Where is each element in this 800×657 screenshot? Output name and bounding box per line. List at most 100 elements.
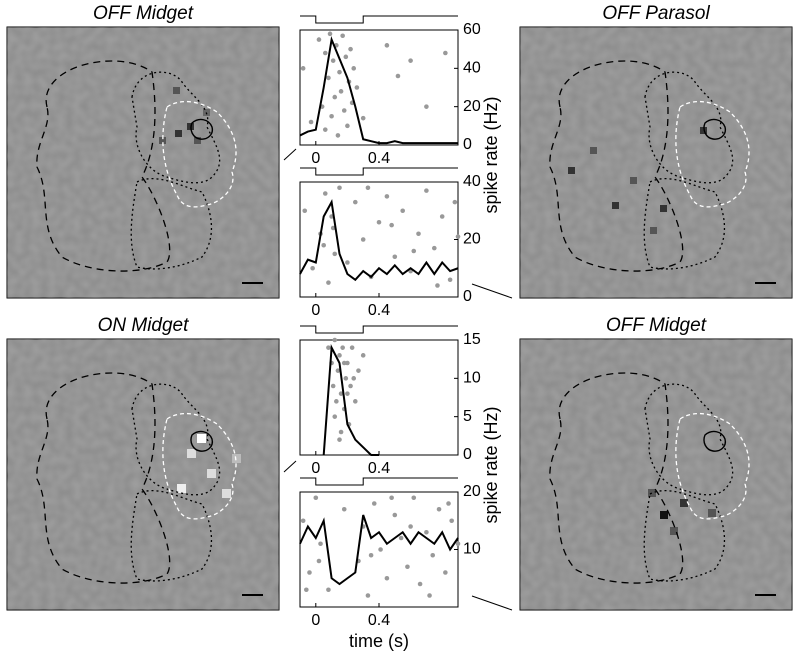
plot-frame (299, 181, 459, 298)
spike (343, 376, 349, 381)
spike (322, 50, 328, 56)
spike (408, 524, 413, 529)
spike (447, 277, 453, 283)
spike (389, 495, 394, 501)
spike (348, 383, 353, 389)
spike (439, 214, 445, 219)
y-tick-label: 0 (463, 136, 472, 153)
y-tick-label: 15 (463, 331, 481, 348)
spike (316, 37, 322, 42)
spike (356, 368, 361, 373)
spike (338, 391, 344, 396)
spike (400, 208, 406, 214)
y-tick-label: 10 (463, 541, 481, 558)
spike (322, 191, 328, 196)
x-tick-label: 0 (311, 150, 320, 167)
spike (335, 133, 341, 138)
spike (313, 495, 319, 501)
plot-frame (299, 29, 459, 146)
spike (316, 558, 322, 564)
spike (443, 570, 448, 575)
spike (326, 280, 331, 285)
panel-noise (7, 27, 279, 298)
y-tick-label: 60 (463, 21, 481, 38)
spike (443, 50, 448, 56)
spike (416, 231, 421, 237)
spike (424, 529, 429, 535)
spike (326, 75, 331, 81)
x-tick-label: 0 (311, 460, 320, 477)
y-tick-label: 20 (463, 98, 481, 115)
spike (435, 283, 440, 288)
spike (449, 518, 454, 524)
rf-pixels (648, 489, 716, 535)
spike (345, 260, 350, 265)
connectors (283, 148, 513, 611)
receptive-field-panel (519, 26, 793, 299)
spike (348, 46, 353, 52)
y-axis-label: spike rate (Hz) (481, 96, 501, 213)
spike (353, 399, 358, 404)
spike (345, 123, 350, 129)
spike (455, 234, 461, 239)
spike (307, 570, 312, 575)
rf-pixels (177, 434, 241, 498)
spike (378, 547, 383, 552)
y-tick-label: 5 (463, 408, 472, 425)
x-tick-label: 0 (311, 612, 320, 629)
rf-pixels (568, 127, 707, 234)
y-tick-label: 10 (463, 370, 481, 387)
spike (365, 185, 371, 191)
spike (341, 108, 347, 113)
spike (343, 54, 349, 60)
spike (345, 391, 350, 396)
spike (384, 194, 390, 199)
spike (368, 552, 374, 558)
x-tick-label: 0 (311, 302, 320, 319)
spike (411, 495, 417, 501)
spike (332, 414, 338, 419)
plot-frame (299, 339, 459, 456)
stimulus-trace (300, 477, 458, 486)
spike (341, 360, 347, 366)
y-tick-label: 40 (463, 173, 481, 190)
spike (338, 89, 344, 94)
spike (318, 541, 323, 547)
spike (436, 506, 442, 512)
panel-title: OFF Parasol (602, 3, 710, 24)
spike (337, 185, 342, 191)
spike (338, 429, 344, 435)
spike (446, 501, 451, 506)
spike (327, 31, 333, 37)
spike (337, 353, 342, 358)
spike (424, 104, 429, 109)
x-tick-label: 0.4 (368, 150, 390, 167)
spike (332, 251, 338, 257)
spike (332, 94, 338, 100)
spike (455, 541, 461, 547)
receptive-field-panel (6, 26, 280, 299)
spike (408, 58, 413, 63)
spike (304, 587, 309, 593)
psth-line (299, 199, 459, 282)
spike (411, 248, 417, 254)
spike (351, 376, 357, 381)
spike (354, 85, 360, 90)
spike (360, 353, 366, 358)
panel-title: ON Midget (98, 315, 190, 336)
spike (376, 219, 382, 225)
stimulus-trace (300, 15, 458, 24)
spike (330, 383, 336, 389)
y-tick-label: 40 (463, 60, 481, 77)
panel-title: OFF Midget (93, 3, 194, 24)
psth-line (322, 344, 379, 456)
spike (337, 69, 342, 75)
spike (326, 345, 331, 350)
spike (405, 564, 410, 570)
spike (345, 360, 350, 366)
spike (326, 587, 331, 593)
spike (300, 66, 306, 71)
panel-noise (7, 339, 279, 610)
spike (322, 127, 328, 132)
